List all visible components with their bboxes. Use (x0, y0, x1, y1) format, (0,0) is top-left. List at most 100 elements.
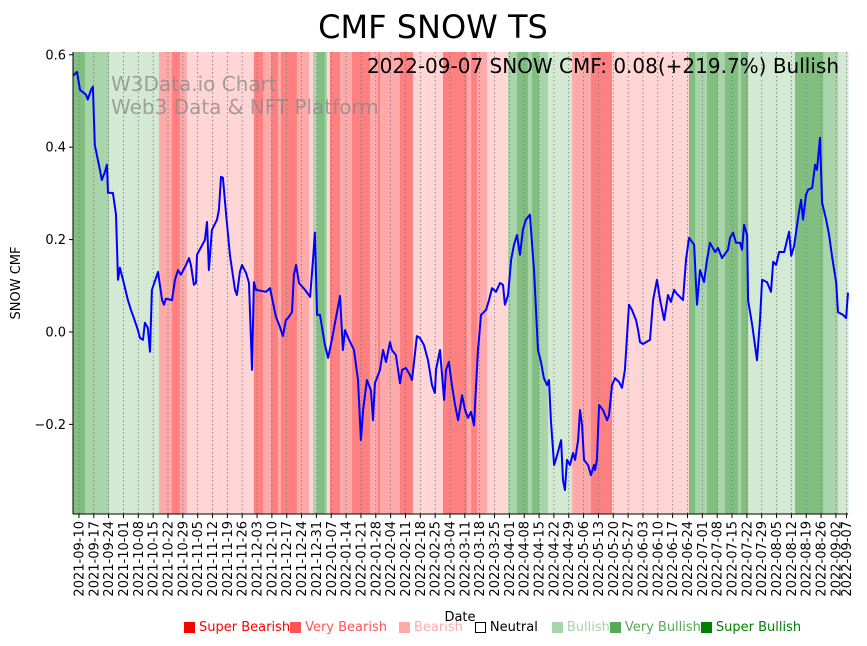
x-tick-label: 2021-10-01 (117, 521, 132, 597)
legend-swatch (474, 622, 486, 633)
series-layer (72, 70, 849, 491)
band-super-bullish (725, 52, 739, 514)
band-very-bearish (339, 52, 353, 514)
band-super-bullish (688, 52, 696, 514)
band-super-bearish (329, 52, 341, 514)
axes: 2021-09-10 2021-09-17 2021-09-24 2021-10-01… (34, 48, 855, 596)
legend-item: Super Bearish (184, 620, 290, 635)
x-tick-label: 2022-04-08 (518, 521, 533, 597)
band-super-bullish (706, 52, 719, 514)
x-tick-label: 2021-12-10 (265, 521, 280, 597)
x-tick-label: 2022-03-04 (444, 521, 459, 597)
legend-label: Bullish (566, 620, 610, 635)
x-tick-label: 2022-07-22 (740, 521, 755, 597)
x-tick-label: 2021-12-03 (251, 521, 266, 597)
band-very-bearish (278, 52, 282, 514)
x-tick-label: 2022-04-29 (562, 521, 577, 597)
x-tick-label: 2022-08-19 (800, 521, 815, 597)
band-bearish (412, 52, 444, 514)
band-very-bearish (380, 52, 401, 514)
x-tick-label: 2021-09-17 (87, 521, 102, 597)
legend-item: Super Bullish (700, 620, 802, 635)
x-tick-label: 2022-03-18 (473, 521, 488, 597)
x-tick-label: 2021-10-15 (147, 521, 162, 597)
x-tick-label: 2022-05-13 (592, 521, 607, 597)
sentiment-bands (73, 52, 849, 514)
band-super-bearish (443, 52, 468, 514)
x-tick-label: 2022-08-26 (815, 521, 830, 597)
band-super-bearish (352, 52, 371, 514)
legend-swatch (290, 622, 302, 633)
legend-label: Very Bearish (305, 620, 387, 635)
x-tick-label: 2022-06-03 (636, 521, 651, 597)
legend-item: Very Bullish (609, 620, 701, 635)
x-tick-label: 2022-01-28 (369, 521, 384, 597)
band-very-bullish (324, 52, 328, 514)
chart-title: CMF SNOW TS (318, 8, 548, 46)
band-very-bearish (179, 52, 188, 514)
band-very-bullish (528, 52, 533, 514)
x-tick-label: 2022-02-11 (399, 521, 414, 597)
band-super-bearish (471, 52, 478, 514)
x-tick-label: 2022-05-06 (577, 521, 592, 597)
band-bearish (186, 52, 255, 514)
x-tick-label: 2021-11-26 (236, 521, 251, 597)
x-tick-label: 2021-11-12 (206, 521, 221, 597)
legend-swatch (700, 622, 712, 633)
legend-label: Super Bearish (199, 620, 291, 635)
band-very-bearish (262, 52, 272, 514)
band-super-bearish (172, 52, 181, 514)
band-very-bearish (572, 52, 592, 514)
cmf-line (72, 70, 849, 491)
band-very-bullish (738, 52, 742, 514)
band-super-bearish (253, 52, 264, 514)
x-tick-label: 2022-08-12 (785, 521, 800, 597)
x-tick-label: 2022-06-17 (666, 521, 681, 597)
band-very-bullish (539, 52, 549, 514)
watermark-line-2: Web3 Data & NFT Platform (111, 95, 379, 119)
x-tick-label: 2021-09-10 (72, 521, 87, 597)
band-super-bullish (532, 52, 540, 514)
legend-label: Neutral (489, 620, 538, 635)
x-tick-label: 2021-12-17 (280, 521, 295, 597)
band-very-bearish (296, 52, 310, 514)
x-tick-label: 2021-10-08 (132, 521, 147, 597)
band-bearish (487, 52, 509, 514)
x-tick-label: 2022-04-01 (503, 521, 518, 597)
legend-swatch (184, 622, 195, 633)
band-super-bearish (281, 52, 298, 514)
band-very-bearish (476, 52, 488, 514)
band-bullish (109, 52, 160, 514)
band-super-bearish (591, 52, 613, 514)
legend-swatch (609, 622, 621, 633)
x-tick-label: 2021-10-29 (176, 521, 191, 597)
x-tick-label: 2022-05-20 (607, 521, 622, 597)
x-tick-label: 2021-12-31 (310, 521, 325, 597)
legend-item: Neutral (474, 620, 538, 635)
x-tick-label: 2022-04-15 (533, 521, 548, 597)
x-tick-label: 2022-07-08 (711, 521, 726, 597)
y-tick-label: 0.2 (45, 233, 66, 248)
x-axis-label: Date (444, 610, 475, 625)
x-tick-label: 2022-07-29 (755, 521, 770, 597)
y-tick-label: 0.0 (45, 325, 66, 340)
band-super-bullish (517, 52, 529, 514)
legend-item: Bullish (551, 620, 610, 635)
x-tick-label: 2022-02-25 (429, 521, 444, 597)
band-bullish (838, 52, 849, 514)
band-super-bearish (271, 52, 279, 514)
y-tick-label: 0.6 (45, 48, 66, 63)
band-very-bearish (370, 52, 379, 514)
legend-item: Bearish (398, 620, 463, 635)
x-tick-label: 2022-06-10 (651, 521, 666, 597)
x-tick-label: 2022-03-25 (488, 521, 503, 597)
x-tick-label: 2022-07-15 (726, 521, 741, 597)
x-tick-label: 2022-03-11 (458, 521, 473, 597)
band-very-bullish (508, 52, 518, 514)
x-tick-label: 2022-09-07 (840, 521, 855, 597)
x-tick-label: 2022-09-02 (829, 521, 844, 597)
legend-label: Super Bullish (715, 620, 802, 635)
legend-swatch (398, 622, 410, 633)
legend-label: Very Bullish (624, 620, 701, 635)
